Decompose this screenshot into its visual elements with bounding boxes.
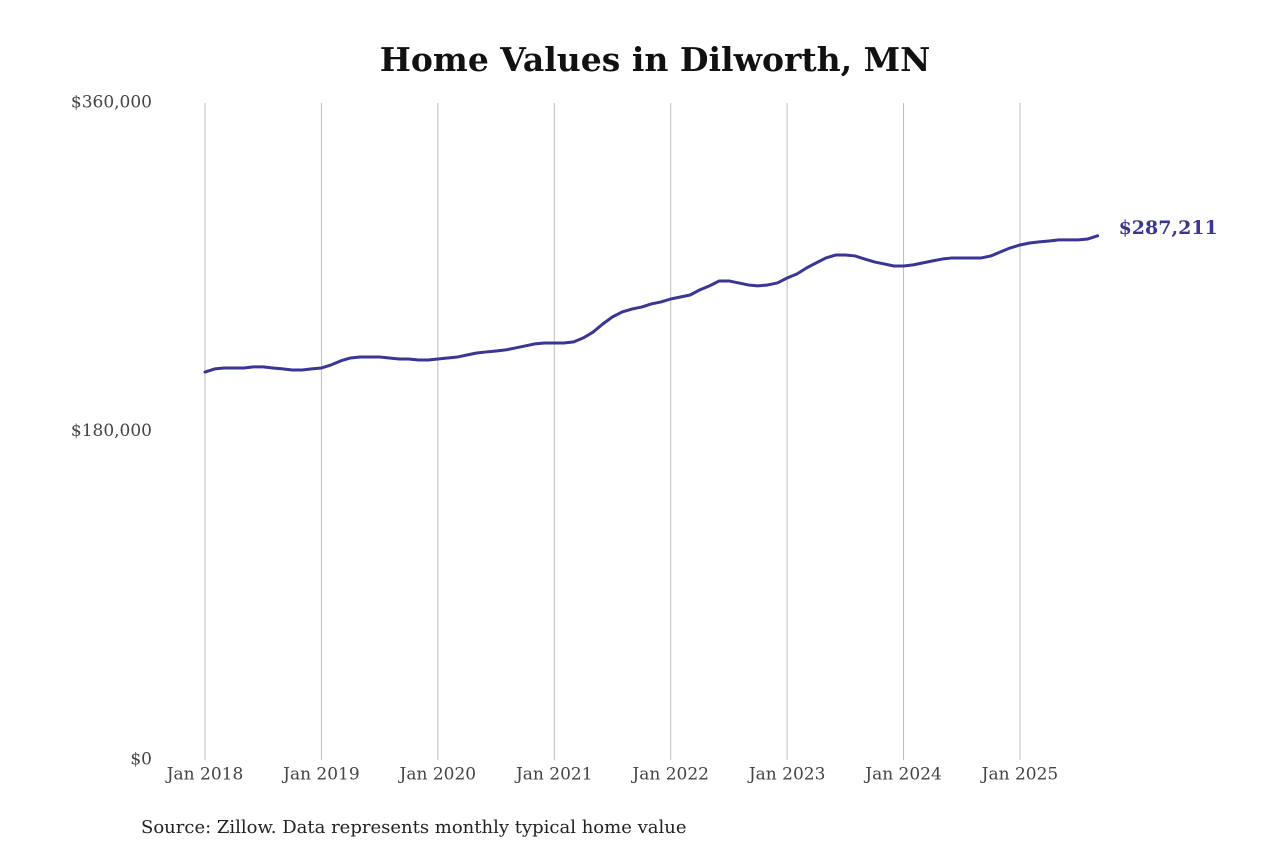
x-tick-label: Jan 2019 <box>281 765 360 785</box>
x-tick-label: Jan 2020 <box>398 765 477 785</box>
y-tick-label: $180,000 <box>71 421 152 441</box>
x-tick-label: Jan 2023 <box>747 765 826 785</box>
chart-title: Home Values in Dilworth, MN <box>380 40 931 79</box>
value-label: $287,211 <box>1119 217 1218 239</box>
x-tick-label: Jan 2018 <box>165 765 244 785</box>
x-tick-label: Jan 2025 <box>980 765 1059 785</box>
x-tick-label: Jan 2024 <box>863 765 942 785</box>
line-series <box>203 234 1100 374</box>
source-note: Source: Zillow. Data represents monthly … <box>141 817 687 838</box>
y-tick-label: $360,000 <box>71 93 152 113</box>
y-tick-label: $0 <box>130 750 152 770</box>
x-tick-label: Jan 2022 <box>630 765 709 785</box>
x-tick-label: Jan 2021 <box>514 765 593 785</box>
